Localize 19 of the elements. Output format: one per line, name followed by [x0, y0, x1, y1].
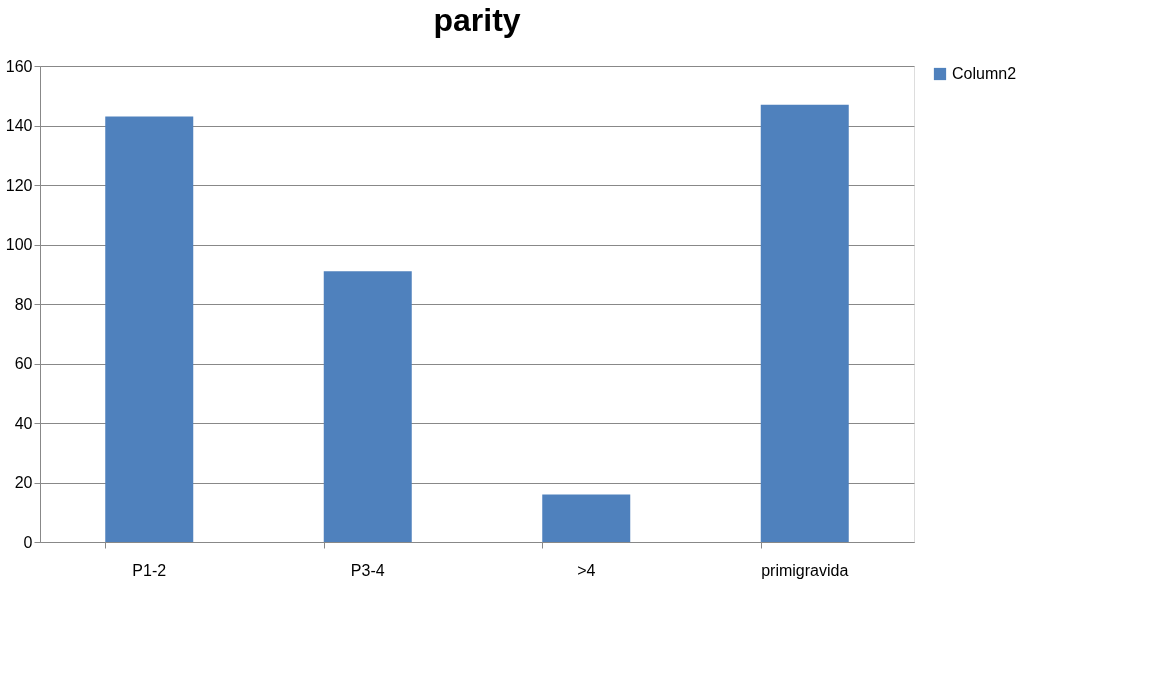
legend-label: Column2 — [952, 65, 1017, 82]
y-tick-label: 100 — [5, 236, 33, 253]
y-tick-label: 80 — [14, 295, 33, 313]
y-tick-label: 160 — [5, 57, 33, 75]
y-tick-label: 20 — [14, 474, 33, 491]
bar — [323, 271, 412, 542]
y-tick-label: 140 — [5, 117, 33, 134]
y-tick-label: 0 — [23, 533, 33, 551]
y-tick-label: 120 — [5, 176, 33, 194]
y-tick-label: 40 — [14, 414, 33, 432]
y-tick-label: 60 — [14, 355, 33, 372]
bar — [760, 104, 849, 542]
chart-title: parity — [433, 2, 521, 38]
bar — [542, 494, 631, 542]
x-tick-label: P1-2 — [132, 561, 167, 579]
x-tick-label: P3-4 — [350, 561, 385, 579]
x-tick-label: >4 — [577, 561, 596, 579]
x-tick-label: primigravida — [761, 561, 849, 579]
bar — [105, 116, 194, 542]
